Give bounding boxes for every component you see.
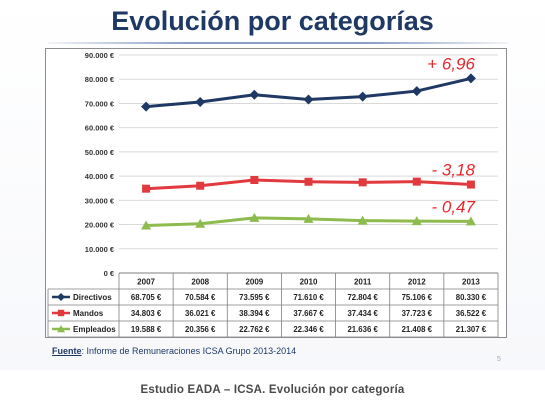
data-point-empleados: [465, 216, 476, 226]
x-tick-label: 2013: [462, 278, 480, 287]
y-tick-label: 70.000 €: [85, 99, 115, 108]
data-point-directivos: [141, 101, 152, 112]
data-point-mandos: [142, 184, 151, 193]
legend-marker-empleados: [57, 325, 65, 333]
data-point-directivos: [357, 91, 368, 102]
data-point-directivos: [411, 86, 422, 97]
table-cell: 19.588 €: [131, 325, 162, 334]
data-point-mandos: [250, 176, 259, 185]
x-tick-label: 2012: [408, 278, 426, 287]
table-cell: 22.762 €: [239, 325, 270, 334]
x-tick-label: 2008: [191, 278, 209, 287]
data-point-mandos: [196, 181, 205, 190]
table-cell: 80.330 €: [456, 293, 487, 302]
page-title: Evolución por categorías: [111, 6, 434, 36]
data-point-directivos: [195, 97, 206, 108]
table-cell: 70.584 €: [185, 293, 216, 302]
data-point-mandos: [412, 177, 421, 186]
footer-caption: Estudio EADA – ICSA. Evolución por categ…: [140, 384, 405, 396]
y-tick-label: 30.000 €: [85, 196, 115, 205]
data-point-mandos: [466, 180, 475, 189]
table-cell: 71.610 €: [293, 293, 324, 302]
table-cell: 73.595 €: [239, 293, 270, 302]
title-divider: [48, 42, 508, 44]
legend-label: Directivos: [73, 293, 112, 302]
x-tick-label: 2009: [245, 278, 263, 287]
data-point-directivos: [303, 94, 314, 105]
legend-marker-mandos: [57, 309, 65, 317]
table-cell: 38.394 €: [239, 309, 270, 318]
annotation-empleados: - 0,47: [431, 197, 475, 216]
data-point-empleados: [303, 213, 314, 223]
table-cell: 21.408 €: [402, 325, 433, 334]
legend-marker-directivos: [57, 293, 65, 301]
data-point-empleados: [357, 215, 368, 225]
table-cell: 21.307 €: [456, 325, 487, 334]
line-chart: 0 € 10.000 € 20.000 € 30.000 € 40.000 € 50.00…: [47, 51, 499, 338]
legend-label: Empleados: [73, 325, 116, 334]
y-tick-label: 80.000 €: [85, 75, 115, 84]
y-tick-label: 40.000 €: [85, 172, 115, 181]
table-cell: 21.636 €: [347, 325, 378, 334]
table-cell: 36.021 €: [185, 309, 216, 318]
table-cell: 72.804 €: [347, 293, 378, 302]
table-cell: 37.723 €: [402, 309, 433, 318]
legend-label: Mandos: [73, 309, 104, 318]
y-tick-label: 20.000 €: [85, 221, 115, 230]
source-label: Fuente: [52, 346, 82, 356]
data-point-empleados: [249, 212, 260, 222]
data-point-empleados: [195, 218, 206, 228]
page-number: 5: [497, 356, 501, 363]
table-cell: 36.522 €: [456, 309, 487, 318]
table-cell: 68.705 €: [131, 293, 162, 302]
y-tick-label: 0 €: [104, 269, 115, 278]
source-text: : Informe de Remuneraciones ICSA Grupo 2…: [81, 346, 297, 356]
data-point-directivos: [465, 73, 476, 84]
annotation-directivos: + 6,96: [427, 54, 475, 73]
table-cell: 22.346 €: [293, 325, 324, 334]
y-tick-label: 60.000 €: [85, 124, 115, 133]
annotation-mandos: - 3,18: [431, 161, 475, 180]
source-note: Fuente: Informe de Remuneraciones ICSA G…: [52, 346, 296, 356]
data-point-directivos: [249, 89, 260, 100]
table-cell: 37.434 €: [347, 309, 378, 318]
x-tick-label: 2010: [300, 278, 318, 287]
data-point-empleados: [411, 216, 422, 226]
x-tick-label: 2007: [137, 278, 155, 287]
y-tick-label: 50.000 €: [85, 148, 115, 157]
table-cell: 20.356 €: [185, 325, 216, 334]
y-tick-label: 10.000 €: [85, 245, 115, 254]
table-cell: 75.106 €: [402, 293, 433, 302]
data-point-mandos: [304, 177, 313, 186]
chart-container: 0 € 10.000 € 20.000 € 30.000 € 40.000 € 50.00…: [45, 48, 507, 338]
table-cell: 37.667 €: [293, 309, 324, 318]
x-tick-label: 2011: [354, 278, 372, 287]
slide: Evolución por categorías 0 € 10.000 € 20.0…: [0, 0, 545, 370]
table-cell: 34.803 €: [131, 309, 162, 318]
data-point-mandos: [358, 178, 367, 187]
y-tick-label: 90.000 €: [85, 51, 115, 60]
data-point-empleados: [141, 220, 152, 230]
